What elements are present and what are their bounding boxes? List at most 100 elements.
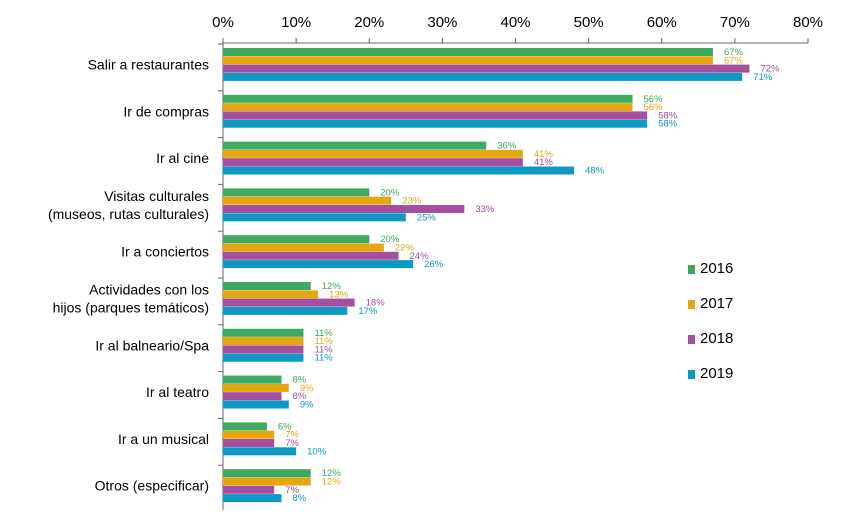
- data-label: 11%: [314, 344, 333, 355]
- bar: [223, 166, 574, 175]
- legend-swatch: [688, 265, 695, 274]
- bar: [223, 375, 282, 384]
- bar: [223, 141, 487, 150]
- bar: [223, 119, 648, 128]
- bar: [223, 469, 311, 478]
- category-label: Actividades con los hijos (parques temáti…: [53, 282, 209, 316]
- bar: [223, 422, 267, 431]
- bar: [223, 213, 406, 222]
- legend-label: 2019: [700, 365, 733, 382]
- data-label: 33%: [475, 204, 495, 215]
- data-label: 20%: [380, 187, 400, 198]
- data-label: 10%: [307, 446, 327, 457]
- bar: [223, 477, 311, 486]
- bar: [223, 353, 304, 362]
- bar: [223, 298, 355, 307]
- category-label: Otros (especificar): [95, 478, 209, 494]
- x-tick-label: 10%: [281, 14, 311, 31]
- legend-swatch: [688, 370, 695, 379]
- data-label: 7%: [285, 438, 299, 449]
- bar: [223, 494, 282, 503]
- bar: [223, 243, 384, 252]
- legend-swatch: [688, 335, 695, 344]
- bar: [223, 485, 275, 494]
- data-label: 56%: [644, 94, 664, 105]
- bar: [223, 447, 297, 456]
- bar: [223, 149, 523, 158]
- category-label: Ir a conciertos: [121, 244, 209, 260]
- x-tick-label: 20%: [354, 14, 384, 31]
- data-label: 7%: [285, 430, 299, 441]
- data-label: 58%: [658, 119, 678, 130]
- data-label: 24%: [410, 251, 430, 262]
- bar: [223, 439, 275, 447]
- data-label: 17%: [358, 306, 378, 317]
- legend-label: 2016: [700, 260, 733, 277]
- data-label: 58%: [658, 110, 678, 121]
- x-tick-label: 60%: [647, 14, 677, 31]
- bar: [223, 188, 370, 197]
- x-tick-label: 30%: [427, 14, 457, 31]
- legend-swatch: [688, 300, 695, 309]
- data-label: 36%: [497, 141, 517, 152]
- bar: [223, 328, 304, 337]
- data-label: 13%: [329, 289, 349, 300]
- x-tick-label: 80%: [793, 14, 823, 31]
- bar: [223, 251, 399, 260]
- data-label: 23%: [402, 196, 422, 207]
- x-tick-label: 40%: [500, 14, 530, 31]
- bar: [223, 337, 304, 346]
- legend-label: 2017: [700, 295, 733, 312]
- bar: [223, 103, 633, 112]
- data-label: 18%: [366, 298, 386, 309]
- data-label: 7%: [285, 485, 299, 496]
- data-label: 48%: [585, 166, 605, 177]
- data-label: 67%: [724, 47, 744, 58]
- bar: [223, 64, 750, 73]
- bar: [223, 290, 319, 299]
- data-label: 56%: [644, 102, 664, 113]
- bar: [223, 392, 282, 401]
- bar: [223, 282, 311, 290]
- data-label: 12%: [322, 477, 342, 488]
- data-label: 6%: [278, 421, 292, 432]
- category-label: Ir a un musical: [118, 431, 209, 447]
- category-label: Ir al cine: [156, 150, 209, 166]
- bar: [223, 94, 633, 103]
- x-tick-label: 0%: [212, 14, 234, 31]
- data-label: 72%: [761, 64, 781, 75]
- bar: [223, 383, 289, 392]
- bar: [223, 235, 370, 244]
- bar: [223, 260, 414, 269]
- data-label: 26%: [424, 259, 444, 270]
- bar: [223, 72, 743, 81]
- data-label: 8%: [293, 375, 307, 386]
- data-label: 25%: [417, 212, 437, 223]
- bar: [223, 306, 348, 315]
- x-tick-label: 50%: [574, 14, 604, 31]
- data-label: 20%: [380, 234, 400, 245]
- data-label: 11%: [314, 336, 333, 347]
- bar: [223, 56, 713, 65]
- data-label: 12%: [322, 281, 342, 292]
- category-label: Ir al teatro: [146, 384, 209, 400]
- bar: [223, 400, 289, 409]
- bar: [223, 196, 392, 205]
- bar: [223, 48, 713, 56]
- bar: [223, 111, 648, 120]
- x-tick-label: 70%: [720, 14, 750, 31]
- data-label: 11%: [314, 328, 333, 339]
- category-label: Ir de compras: [123, 103, 209, 119]
- data-label: 9%: [300, 383, 314, 394]
- data-label: 71%: [753, 72, 773, 83]
- data-label: 8%: [293, 493, 307, 504]
- data-label: 41%: [534, 149, 554, 160]
- data-label: 22%: [395, 243, 415, 254]
- bar: [223, 345, 304, 354]
- bar: [223, 205, 465, 213]
- category-label: Visitas culturales (museos, rutas cultura…: [48, 188, 209, 222]
- data-label: 9%: [300, 400, 314, 411]
- category-label: Salir a restaurantes: [88, 57, 209, 73]
